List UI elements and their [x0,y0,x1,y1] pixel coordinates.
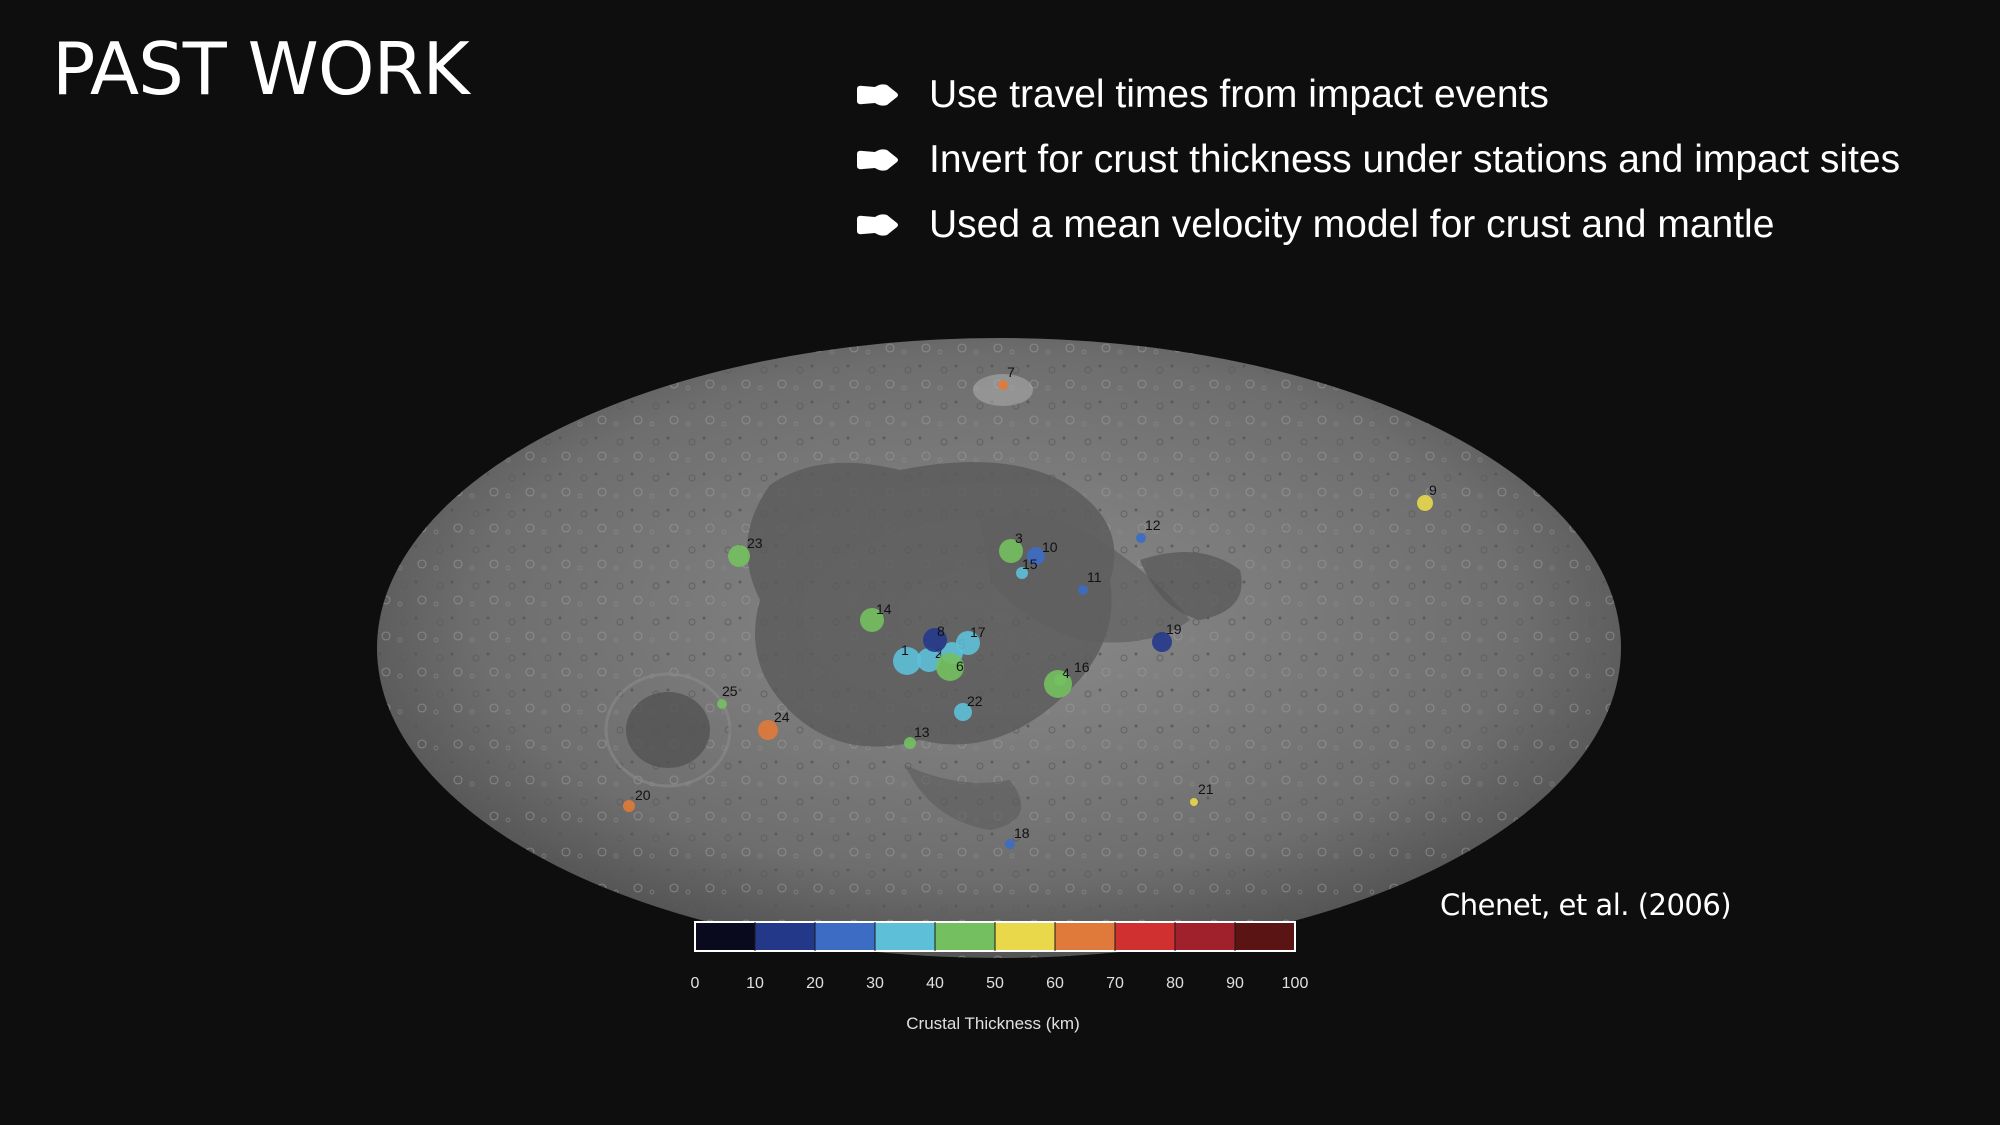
impact-marker-label: 8 [937,623,945,639]
impact-marker-label: 9 [1429,482,1437,498]
impact-marker-23 [728,545,750,567]
impact-marker-label: 14 [876,601,892,617]
impact-marker-label: 21 [1198,781,1214,797]
colorbar-tick-label: 30 [866,975,884,992]
impact-marker-label: 17 [970,624,986,640]
impact-marker-8 [923,628,947,652]
impact-marker-18 [1005,839,1015,849]
impact-marker-14 [860,608,884,632]
colorbar-tick-label: 70 [1106,975,1124,992]
impact-markers: 1234567891011121314151617181920212223242… [623,364,1437,849]
bullet-item: Used a mean velocity model for crust and… [855,192,1900,257]
impact-marker-label: 18 [1014,825,1030,841]
colorbar-tick-label: 60 [1046,975,1064,992]
colorbar-tick-label: 90 [1226,975,1244,992]
impact-marker-1 [893,647,921,675]
colorbar-tick-label: 100 [1282,975,1309,992]
impact-marker-15 [1016,567,1028,579]
impact-marker-label: 12 [1145,517,1161,533]
colorbar-tick-label: 20 [806,975,824,992]
colorbar-tick-label: 80 [1166,975,1184,992]
impact-marker-label: 22 [967,693,983,709]
impact-marker-7 [998,380,1008,390]
impact-marker-13 [904,737,916,749]
colorbar-tick-label: 50 [986,975,1004,992]
bullet-text: Invert for crust thickness under station… [929,138,1901,181]
impact-marker-21 [1190,798,1198,806]
colorbar-segment [695,922,756,951]
moon-map [377,338,1621,958]
colorbar-tick-label: 10 [746,975,764,992]
impact-marker-3 [999,539,1023,563]
colorbar-segment [875,922,936,951]
bullet-item: Use travel times from impact events [855,62,1900,127]
impact-marker-9 [1417,495,1433,511]
impact-marker-label: 7 [1007,364,1015,380]
impact-marker-label: 16 [1074,659,1090,675]
colorbar-segment [995,922,1056,951]
citation: Chenet, et al. (2006) [1440,888,1732,922]
bullet-list: Use travel times from impact events Inve… [855,62,1900,257]
bullet-text: Used a mean velocity model for crust and… [929,203,1775,246]
colorbar-tick-label: 0 [691,975,700,992]
impact-marker-label: 10 [1042,539,1058,555]
impact-marker-24 [758,720,778,740]
colorbar-segment [755,922,816,951]
arrow-bullet-icon [857,213,898,236]
impact-marker-label: 13 [914,724,930,740]
colorbar-segment [815,922,876,951]
impact-marker-label: 23 [747,535,763,551]
impact-marker-10 [1027,547,1045,565]
impact-marker-label: 4 [1062,665,1070,681]
impact-marker-label: 2 [935,645,943,661]
impact-marker-label: 1 [901,642,909,658]
impact-marker-16 [1054,674,1066,686]
colorbar-tick-label: 40 [926,975,944,992]
impact-marker-label: 25 [722,683,738,699]
impact-marker-label: 20 [635,787,651,803]
impact-marker-label: 24 [774,709,790,725]
slide-title: PAST WORK [52,27,470,111]
impact-marker-11 [1078,585,1088,595]
colorbar-segment [1115,922,1176,951]
bullet-item: Invert for crust thickness under station… [855,127,1900,192]
impact-marker-label: 6 [956,658,964,674]
impact-marker-19 [1152,632,1172,652]
impact-marker-20 [623,800,635,812]
impact-marker-2 [917,648,941,672]
arrow-bullet-icon [857,148,898,171]
impact-marker-6 [936,653,964,681]
impact-marker-label: 15 [1022,556,1038,572]
colorbar: 0 10 20 30 40 50 60 70 80 90 100 Crustal Thickness… [691,921,1309,1033]
impact-marker-label: 19 [1166,621,1182,637]
impact-marker-22 [954,703,972,721]
impact-marker-12 [1136,533,1146,543]
colorbar-label: Crustal Thickness (km) [906,1014,1080,1033]
bullet-text: Use travel times from impact events [929,73,1549,116]
colorbar-segment [1235,922,1296,951]
impact-marker-label: 11 [1087,569,1102,585]
colorbar-segment [1175,922,1236,951]
impact-marker-25 [717,699,727,709]
colorbar-segment [1055,922,1116,951]
arrow-bullet-icon [857,83,898,106]
impact-marker-label: 3 [1015,530,1023,546]
colorbar-segment [935,922,996,951]
impact-marker-17 [956,631,980,655]
